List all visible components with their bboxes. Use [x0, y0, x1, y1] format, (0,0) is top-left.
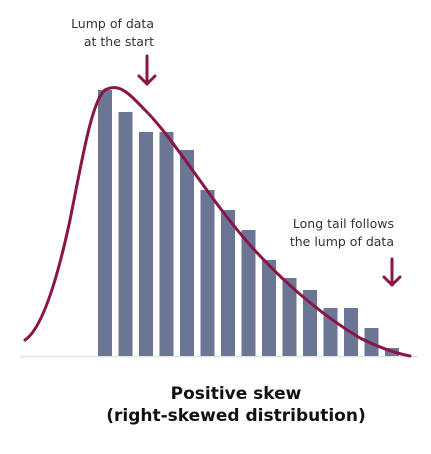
chart-title-line-2: (right-skewed distribution)	[106, 406, 365, 426]
bar-3	[139, 132, 153, 356]
bar-4	[159, 132, 174, 356]
bar-1	[98, 90, 112, 356]
bar-10	[282, 278, 297, 356]
bar-6	[200, 190, 215, 356]
bar-8	[241, 230, 256, 356]
lump-annotation-line-1: Lump of data	[71, 16, 154, 31]
lump-arrow-icon	[137, 54, 157, 86]
chart-title-line-1: Positive skew	[171, 384, 302, 404]
bar-9	[262, 260, 276, 356]
tail-annotation-line-2: the lump of data	[290, 234, 394, 249]
density-curve	[23, 86, 412, 358]
tail-annotation-line-1: Long tail follows	[293, 216, 394, 231]
bar-7	[221, 210, 235, 356]
bar-5	[180, 150, 194, 356]
lump-annotation-line-2: at the start	[84, 34, 154, 49]
bar-2	[118, 112, 133, 356]
tail-arrow-icon	[382, 257, 402, 287]
